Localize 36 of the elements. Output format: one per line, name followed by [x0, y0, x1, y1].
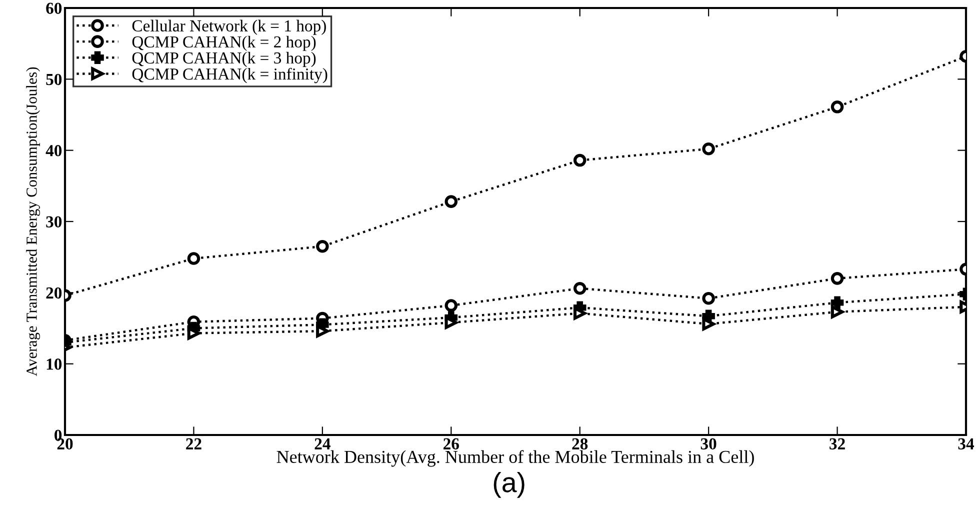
y-tick-label: 40 [46, 145, 62, 156]
point [830, 272, 844, 285]
point [187, 326, 200, 340]
x-tick-label: 30 [700, 438, 716, 450]
point [187, 252, 200, 265]
point [702, 292, 715, 305]
point [444, 299, 458, 312]
y-tick-label: 20 [46, 287, 62, 299]
y-axis-title: Average Transmitted Energy Consumption(Joules) [26, 67, 40, 376]
point [444, 195, 458, 208]
point [830, 305, 844, 318]
legend-label: QCMP CAHAN(k = infinity) [132, 68, 328, 84]
x-tick-label: 26 [444, 438, 459, 450]
y-tick-label: 60 [46, 2, 62, 14]
x-tick-label: 32 [830, 438, 845, 450]
point [830, 296, 844, 310]
text: (a) [494, 472, 524, 498]
y-tick-label: 10 [46, 358, 62, 370]
point [573, 154, 586, 167]
legend-label: QCMP CAHAN(k = 2 hop) [132, 36, 316, 51]
y-tick-label: 50 [46, 74, 62, 86]
point [702, 142, 715, 156]
x-axis-title: Network Density(Avg. Number of the Mobile Terminals in a Cell) [276, 450, 754, 467]
legend-label: QCMP CAHAN(k = 3 hop) [132, 52, 316, 67]
x-tick-label: 28 [572, 438, 588, 450]
point [830, 100, 844, 114]
y-tick-label: 30 [46, 216, 62, 228]
point [573, 282, 586, 295]
point [444, 316, 458, 329]
point [316, 240, 329, 253]
point [316, 324, 329, 338]
x-tick-label: 34 [958, 438, 974, 450]
x-tick-label: 24 [314, 438, 330, 450]
legend-label: Cellular Network (k = 1 hop) [132, 20, 326, 35]
point [573, 306, 586, 320]
x-tick-label: 22 [186, 438, 202, 450]
